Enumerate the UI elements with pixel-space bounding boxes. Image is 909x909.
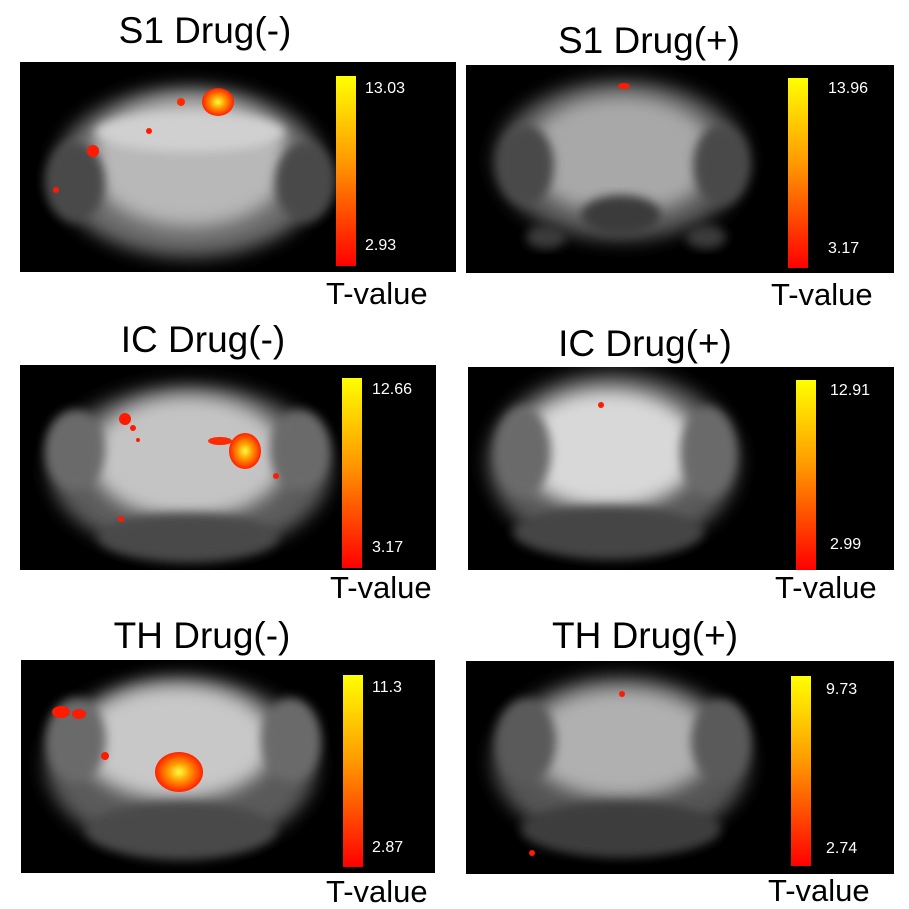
colorbar bbox=[342, 378, 362, 568]
colorbar-max: 12.66 bbox=[372, 381, 413, 398]
colorbar-max: 11.3 bbox=[372, 679, 402, 696]
colorbar bbox=[796, 380, 816, 570]
colorbar-max: 9.73 bbox=[826, 681, 858, 698]
colorbar-min: 3.17 bbox=[372, 539, 404, 556]
brain-image-ic-drug-minus: 12.66 3.17 bbox=[20, 365, 436, 570]
brain-slice-svg bbox=[488, 372, 738, 558]
colorbar bbox=[343, 675, 363, 867]
colorbar bbox=[788, 78, 808, 268]
brain-image-s1-drug-minus: 13.03 2.93 bbox=[20, 62, 456, 272]
colorbar-unit-label: T-value bbox=[775, 570, 877, 605]
colorbar-unit-label: T-value bbox=[326, 276, 428, 311]
brain-slice-svg bbox=[496, 80, 749, 249]
brain-image-s1-drug-plus: 13.96 3.17 bbox=[466, 65, 894, 273]
panel-title-s1-drug-plus: S1 Drug(+) bbox=[558, 20, 740, 61]
activation-cluster bbox=[202, 88, 234, 116]
colorbar-unit-label: T-value bbox=[771, 277, 873, 312]
brain-slice-svg bbox=[46, 677, 321, 858]
colorbar-unit-label: T-value bbox=[330, 570, 432, 605]
panel-title-th-drug-plus: TH Drug(+) bbox=[551, 615, 739, 656]
colorbar-min: 2.74 bbox=[826, 840, 858, 857]
colorbar-max: 13.03 bbox=[365, 80, 406, 97]
brain-slice-svg bbox=[493, 676, 751, 857]
brain-image-th-drug-minus: 11.3 2.87 bbox=[21, 660, 435, 873]
brain-image-ic-drug-plus: 12.91 2.99 bbox=[468, 367, 894, 570]
colorbar-unit-label: T-value bbox=[768, 873, 870, 908]
brain-slice-svg bbox=[45, 87, 335, 257]
colorbar-max: 12.91 bbox=[830, 382, 871, 399]
activation-cluster bbox=[229, 433, 261, 469]
brain-image-th-drug-plus: 9.73 2.74 bbox=[466, 661, 894, 874]
colorbar-max: 13.96 bbox=[828, 80, 869, 97]
colorbar bbox=[336, 76, 356, 266]
colorbar bbox=[791, 676, 811, 866]
panel-title-th-drug-minus: TH Drug(-) bbox=[113, 615, 291, 656]
colorbar-min: 2.99 bbox=[830, 536, 862, 553]
brain-slice-svg bbox=[45, 385, 330, 561]
colorbar-min: 3.17 bbox=[828, 240, 860, 257]
activation-cluster bbox=[155, 752, 203, 792]
panel-title-ic-drug-minus: IC Drug(-) bbox=[120, 319, 286, 360]
colorbar-min: 2.87 bbox=[372, 839, 404, 856]
panel-title-s1-drug-minus: S1 Drug(-) bbox=[118, 10, 292, 51]
panel-title-ic-drug-plus: IC Drug(+) bbox=[558, 323, 732, 364]
colorbar-unit-label: T-value bbox=[326, 874, 428, 909]
colorbar-min: 2.93 bbox=[365, 237, 397, 254]
